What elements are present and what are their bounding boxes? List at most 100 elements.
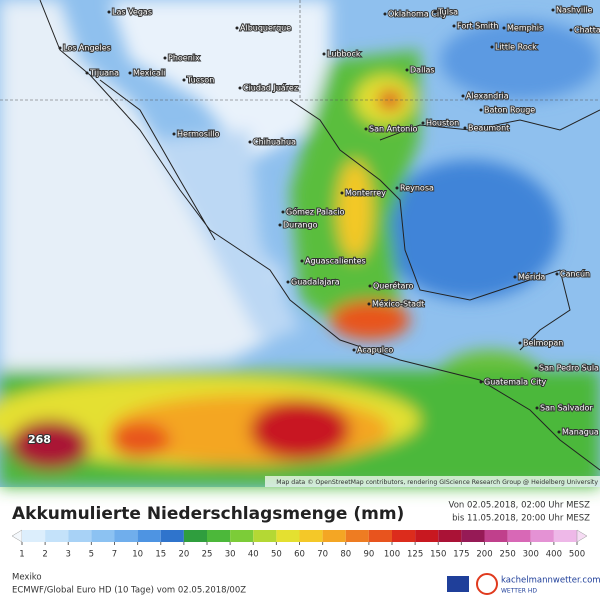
scale-tick-label: 40 (248, 550, 259, 560)
scale-swatch (531, 530, 554, 542)
period-to: bis 11.05.2018, 20:00 Uhr MESZ (452, 514, 590, 524)
scale-tick-label: 2 (42, 550, 47, 560)
city-dot (491, 46, 494, 49)
city-dot (462, 95, 465, 98)
scale-tick-label: 5 (89, 550, 94, 560)
city-dot (323, 53, 326, 56)
scale-swatch (207, 530, 230, 542)
city-label: Monterrey (345, 189, 386, 198)
city-label: Nashville (556, 6, 593, 15)
scale-swatch (461, 530, 484, 542)
city-dot (368, 303, 371, 306)
scale-tick-label: 3 (66, 550, 71, 560)
period-from: Von 02.05.2018, 02:00 Uhr MESZ (449, 501, 591, 511)
city-dot (434, 11, 437, 14)
city-label: Gómez Palacio (286, 207, 345, 217)
scale-swatch (138, 530, 161, 542)
scale-swatch (276, 530, 299, 542)
city-label: Alexandria (466, 92, 509, 101)
city-dot (503, 27, 506, 30)
city-dot (279, 224, 282, 227)
city-dot (183, 79, 186, 82)
scale-tick-label: 20 (178, 550, 189, 560)
scale-swatch (485, 530, 508, 542)
city-label: Houston (426, 119, 459, 128)
scale-tick-label: 175 (453, 550, 469, 560)
city-label: Tucson (186, 76, 214, 85)
scale-tick-label: 100 (384, 550, 400, 560)
city-label: Beaumont (468, 124, 509, 133)
city-dot (86, 72, 89, 75)
scale-swatch (392, 530, 415, 542)
city-label: San Pedro Sula (539, 364, 599, 373)
city-label: Hermosillo (177, 130, 220, 139)
city-label: San Antonio (369, 125, 417, 134)
city-dot (519, 342, 522, 345)
scale-tick-label: 7 (112, 550, 117, 560)
footer: Akkumulierte Niederschlagsmenge (mm) Von… (12, 501, 600, 596)
scale-tick-label: 250 (500, 550, 516, 560)
scale-tick-label: 125 (407, 550, 423, 560)
city-label: San Salvador (540, 404, 593, 413)
city-dot (552, 9, 555, 12)
brand: kachelmannwetter.com (501, 576, 600, 586)
city-dot (287, 281, 290, 284)
scale-swatch (22, 530, 45, 542)
city-dot (173, 133, 176, 136)
scale-swatch (300, 530, 323, 542)
scale-tick-label: 15 (155, 550, 166, 560)
city-label: Lubbock (327, 50, 361, 59)
city-label: Durango (283, 221, 318, 230)
city-dot (422, 122, 425, 125)
city-label: México-Stadt (372, 299, 424, 309)
city-label: Tijuana (89, 69, 119, 78)
scale-swatch (161, 530, 184, 542)
scale-swatch (369, 530, 392, 542)
attribution: Map data © OpenStreetMap contributors, r… (276, 478, 598, 486)
city-label: Guadalajara (291, 278, 340, 287)
city-label: Managua (562, 428, 599, 437)
city-label: Tulsa (437, 8, 458, 17)
city-label: Acapulco (357, 346, 393, 355)
scale-swatch (438, 530, 461, 542)
scale-swatch (184, 530, 207, 542)
scale-tick-label: 150 (430, 550, 446, 560)
city-label: Baton Rouge (484, 106, 535, 115)
city-dot (535, 367, 538, 370)
scale-tick-label: 200 (476, 550, 492, 560)
scale-swatch (91, 530, 114, 542)
city-label: Cancún (560, 270, 590, 279)
city-dot (282, 211, 285, 214)
city-label: Los Angeles (63, 44, 111, 53)
city-dot (369, 285, 372, 288)
city-label: Mérida (518, 272, 545, 282)
city-label: Fort Smith (457, 22, 498, 31)
city-label: Querétaro (373, 281, 413, 291)
scale-tick-label: 70 (317, 550, 328, 560)
city-label: Mexicali (133, 69, 165, 78)
city-dot (341, 192, 344, 195)
model: ECMWF/Global Euro HD (10 Tage) vom 02.05… (12, 586, 246, 596)
scale-swatch (508, 530, 531, 542)
scale-tick-label: 400 (546, 550, 562, 560)
scale-tick-label: 10 (132, 550, 143, 560)
city-dot (464, 127, 467, 130)
city-dot (164, 57, 167, 60)
scale-tick-label: 300 (523, 550, 539, 560)
scale-arrow (12, 530, 22, 542)
city-dot (301, 260, 304, 263)
city-label: Dallas (410, 66, 435, 75)
scale-tick-label: 60 (294, 550, 305, 560)
scale-swatch (230, 530, 253, 542)
scale-tick-label: 50 (271, 550, 282, 560)
city-label: Memphis (507, 24, 543, 33)
city-dot (514, 276, 517, 279)
scale-arrow (577, 530, 587, 542)
city-dot (453, 25, 456, 28)
city-dot (108, 11, 111, 14)
city-label: Ciudad Juárez (243, 84, 298, 93)
city-dot (480, 109, 483, 112)
scale-swatch (253, 530, 276, 542)
scale-swatch (415, 530, 438, 542)
